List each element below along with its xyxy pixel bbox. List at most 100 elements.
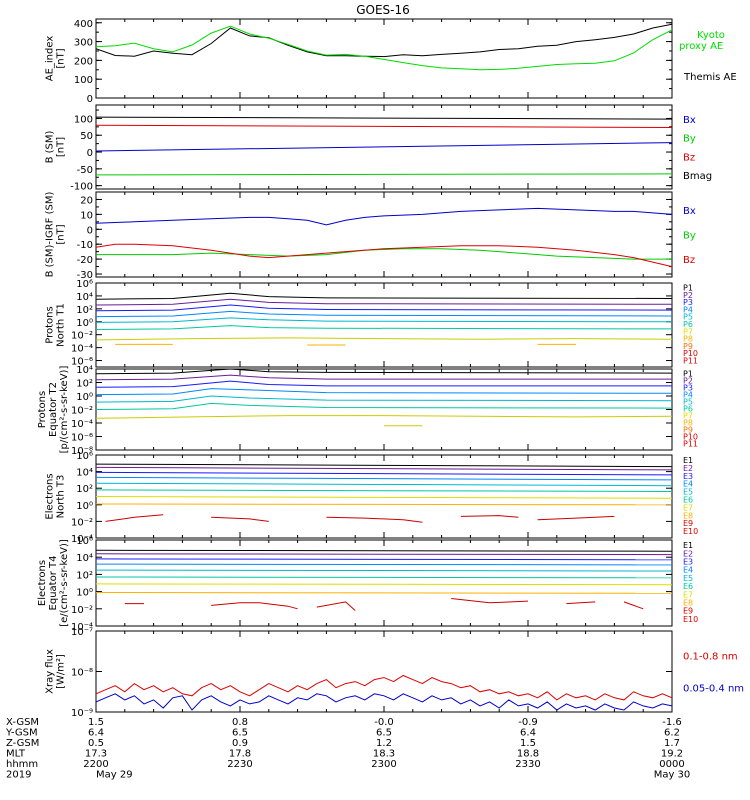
legend-p4: P4 [683,391,693,400]
y-tick-label: 10⁶ [76,451,93,462]
series-p4 [96,388,672,396]
legend-p6: P6 [683,405,693,414]
legend-p1: P1 [683,370,693,379]
series-p3 [96,304,672,312]
footer-cell: 0.5 [88,738,104,749]
legend-bx: Bx [683,115,696,126]
panel-p_north: 10⁻⁶ 10⁻⁴ 10⁻² 10⁰ 10² 10⁴ 10⁶ Protons North T1 P… [45,279,699,368]
footer-cell: 6.5 [232,728,248,739]
series-bx [96,207,672,226]
series-e1 [96,463,672,468]
y-axis-label: [nT] [56,48,67,68]
y-tick-label: 10⁻⁹ [71,708,93,719]
footer-cell: 2330 [515,759,540,770]
legend-p3: P3 [683,298,693,307]
panel-frame [95,368,673,451]
y-tick-label: 10⁶ [76,536,93,547]
y-tick-label: -10 [77,240,93,251]
y-tick-label: 10² [76,305,93,316]
y-tick-label: 10⁰ [76,501,93,512]
y-axis-label: Protons [45,306,56,343]
series-p7 [96,415,672,419]
y-tick-label: 400 [74,19,93,30]
series-p5 [96,317,672,323]
series-by [96,173,672,176]
y-tick-label: 10⁻² [71,406,93,417]
footer-cell: 1.5 [88,717,104,728]
legend-bmag: Bmag [683,171,712,182]
series-kyoto-proxy-ae [96,25,672,71]
legend-e9: E9 [683,519,693,528]
series-bz [96,124,672,128]
series-e3 [96,558,672,561]
series-bz [96,243,672,268]
y-tick-label: 10⁻² [71,517,93,528]
series-e9d [460,515,519,518]
y-axis-label: [W/m²] [56,654,67,689]
series-e7 [96,583,672,586]
legend-e7: E7 [683,590,693,599]
legend-e3: E3 [683,558,693,567]
series-e9e [566,601,596,605]
panel-frame [95,539,673,627]
panel-p_eq: 10⁻⁸ 10⁻⁶ 10⁻⁴ 10⁻² 10⁰ 10² 10⁴ Protons Equator … [37,365,698,457]
legend-e2: E2 [683,464,693,473]
y-axis-label: Electrons [45,473,56,519]
y-tick-label: 10⁻² [71,331,93,342]
footer-cell: 2300 [371,759,396,770]
legend-p8: P8 [683,419,693,428]
footer-cell: 19.2 [661,749,683,760]
series-p6 [96,402,672,410]
legend-e5: E5 [683,574,693,583]
series-p1 [96,369,672,375]
legend-bz: Bz [683,152,695,163]
legend-e3: E3 [683,472,693,481]
legend-0-1-0-8-nm: 0.1-0.8 nm [683,651,738,662]
panel-xray: 10⁻⁹ 10⁻⁸ 10⁻⁷ Xray flux [W/m²] 0.1-0.8 nm 0.0… [45,627,745,719]
legend-proxy-ae: proxy AE [679,41,723,52]
legend-p5: P5 [683,398,693,407]
series-e9a [105,514,164,522]
y-tick-label: 100 [74,114,93,125]
panel-e_eq: 10⁻⁴ 10⁻² 10⁰ 10² 10⁴ 10⁶ Electrons Equator T4[… [37,536,698,633]
series-e8 [96,592,672,594]
legend-by: By [683,134,696,145]
y-axis-label: [e/(cm²-s-sr-keV)] [59,539,70,627]
series-e9b [211,516,269,522]
legend-p8: P8 [683,335,693,344]
legend-e10: E10 [683,527,698,536]
legend-p2: P2 [683,377,693,386]
series-e3 [96,471,672,476]
legend-e6: E6 [683,582,693,591]
footer-row-label: 2019 [6,770,31,781]
legend-e4: E4 [683,480,693,489]
legend-bx: Bx [683,206,696,217]
y-tick-label: 20 [80,195,93,206]
series-p1 [96,292,672,300]
y-tick-label: 10⁰ [76,588,93,599]
y-tick-label: 10⁻⁸ [71,668,93,679]
y-axis-label: Electrons [37,560,48,606]
footer-cell: 0.8 [232,717,248,728]
y-tick-label: 10⁻⁴ [71,622,93,633]
y-axis-label: Equator T4 [48,556,59,611]
legend-e6: E6 [683,495,693,504]
y-tick-label: 10⁻⁸ [71,446,93,457]
y-tick-label: 10² [76,379,93,390]
y-tick-label: 10⁻⁴ [71,344,93,355]
y-tick-label: 0 [87,148,93,159]
legend-e8: E8 [683,599,693,608]
series-e9f [623,601,644,610]
y-axis-label: Protons [37,391,48,428]
y-axis-label: B (SM) [45,130,56,163]
y-tick-label: 0 [87,94,93,105]
footer-table: X-GSMY-GSMZ-GSMMLThhmm20191.56.40.517.32… [5,717,690,781]
panel-frame [95,282,673,368]
legend-bz: Bz [683,255,695,266]
legend-p10: P10 [683,349,698,358]
legend-p9: P9 [683,342,693,351]
legend-0-05-0-4-nm: 0.05-0.4 nm [683,684,744,695]
y-tick-label: 10⁶ [76,279,93,290]
legend-p6: P6 [683,320,693,329]
